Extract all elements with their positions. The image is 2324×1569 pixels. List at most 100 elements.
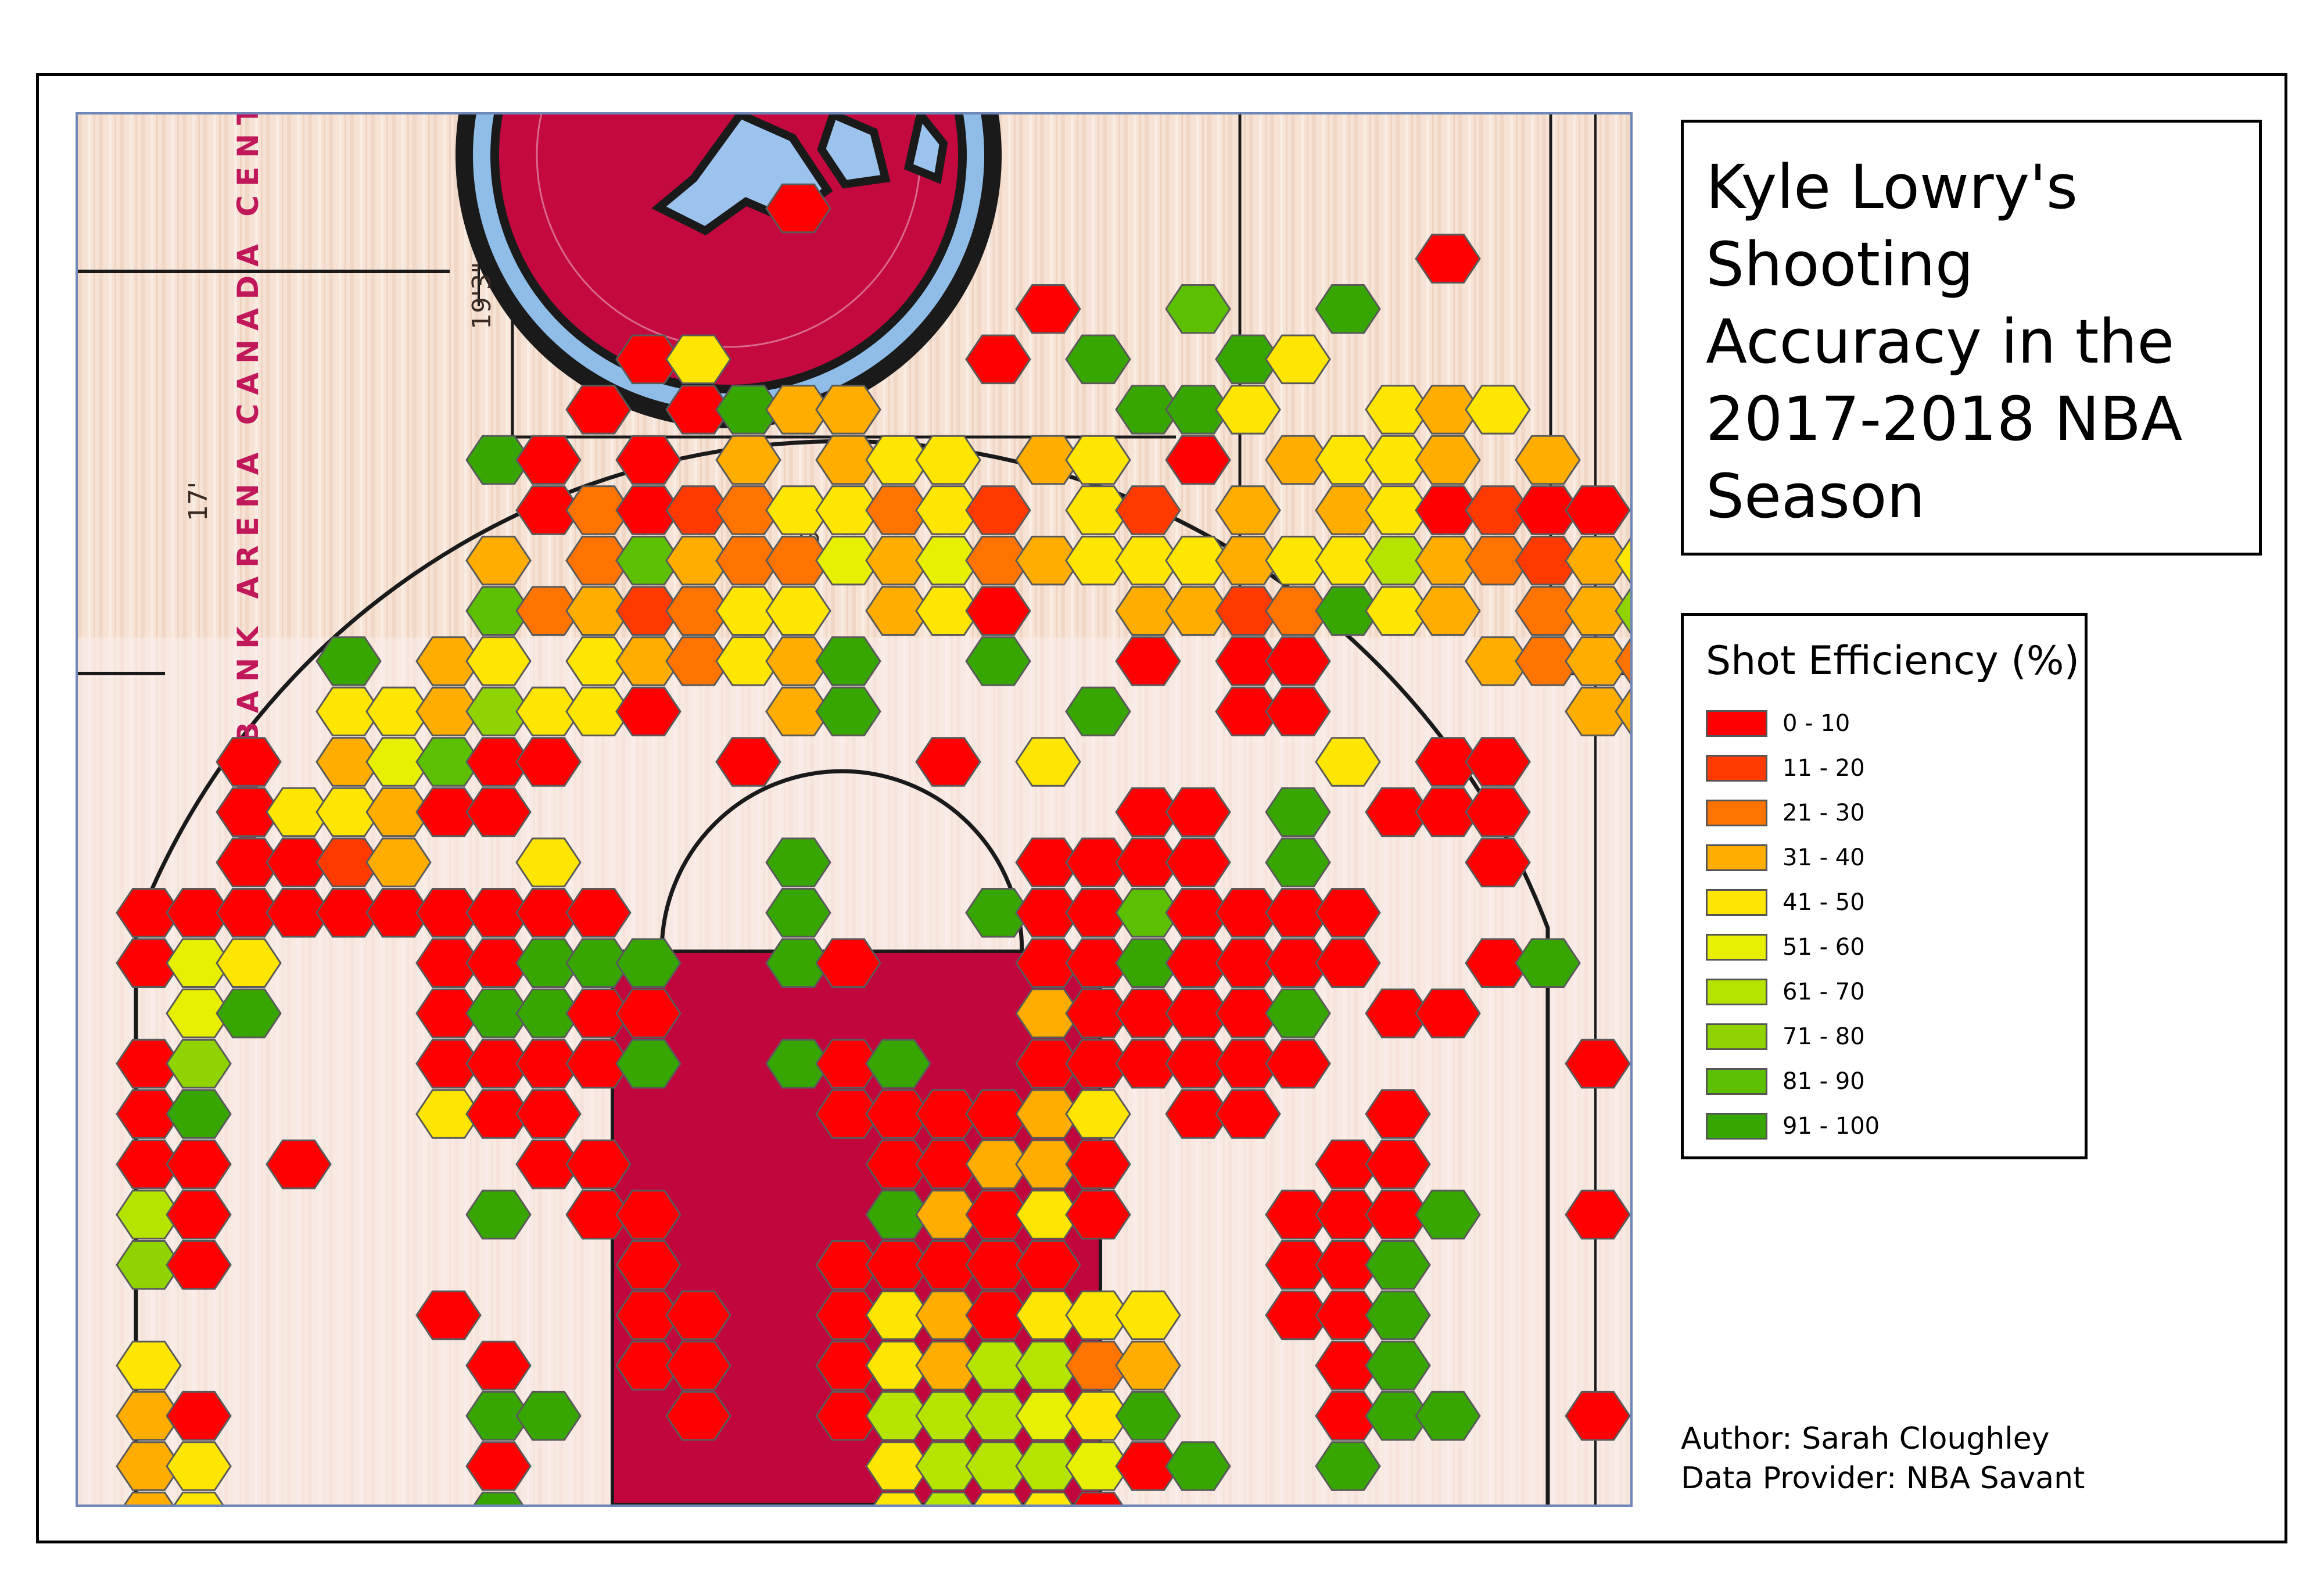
hex-bin: [815, 1341, 881, 1391]
hex-bin: [166, 1139, 232, 1190]
hex-bin: [815, 686, 881, 737]
hex-bin: [1465, 535, 1531, 586]
legend-swatch: [1706, 978, 1767, 1005]
hex-bin: [315, 888, 382, 938]
hex-bin: [315, 737, 382, 787]
hex-bin: [515, 938, 582, 988]
hex-bin: [965, 1391, 1031, 1441]
hex-bin: [865, 485, 931, 535]
hex-bin: [465, 1038, 532, 1089]
hex-bin: [473, 1491, 524, 1504]
hex-bin: [1365, 1391, 1431, 1441]
hex-bin: [915, 1139, 981, 1190]
hex-bin: [865, 1441, 931, 1491]
hex-bin: [1015, 1190, 1081, 1240]
hex-bin: [1315, 1290, 1381, 1341]
hex-bin: [1265, 334, 1331, 385]
hex-bin: [1165, 988, 1231, 1038]
hex-bin: [1465, 385, 1531, 435]
hex-bin: [1415, 1190, 1481, 1240]
legend-swatch: [1706, 1068, 1767, 1095]
legend-label: 71 - 80: [1783, 1023, 1865, 1050]
hex-bin: [1365, 385, 1431, 435]
hex-bin: [1365, 988, 1431, 1038]
hex-bin: [1015, 1290, 1081, 1341]
hex-bin: [315, 636, 382, 686]
hex-bin: [1315, 586, 1381, 636]
hex-bin: [865, 535, 931, 586]
hex-bin: [415, 787, 482, 837]
hex-bin: [1065, 938, 1131, 988]
hex-bin: [1265, 535, 1331, 586]
hex-bin: [1115, 1441, 1181, 1491]
hex-bin: [765, 535, 831, 586]
legend-label: 81 - 90: [1783, 1068, 1865, 1095]
hex-bin: [166, 1240, 232, 1290]
hex-bin: [1465, 636, 1531, 686]
legend-label: 61 - 70: [1783, 978, 1865, 1005]
hex-bin: [415, 737, 482, 787]
hex-bin: [1365, 485, 1431, 535]
hex-bin: [965, 586, 1031, 636]
hex-bin: [1015, 837, 1081, 887]
hex-bin: [915, 1190, 981, 1240]
hex-bin: [873, 1491, 924, 1504]
hex-bin: [216, 787, 282, 837]
hex-bin: [1115, 837, 1181, 887]
hex-bin: [715, 636, 781, 686]
hex-bin: [565, 535, 632, 586]
dimension-label-2: 17': [184, 482, 213, 521]
hex-bin: [1215, 385, 1281, 435]
hex-bin: [1165, 586, 1231, 636]
hex-bin: [1315, 888, 1381, 938]
hex-bin: [166, 1391, 232, 1441]
map-frame: [36, 73, 2287, 1543]
hex-bin: [615, 435, 682, 485]
hex-bin: [1365, 435, 1431, 485]
hex-bin: [565, 988, 632, 1038]
hex-bin: [1065, 1341, 1131, 1391]
hex-bin: [1165, 284, 1231, 334]
hex-bin-layer: [116, 183, 1630, 1504]
hex-bin: [116, 1441, 182, 1491]
hex-bin: [815, 385, 881, 435]
hex-bin: [1265, 435, 1331, 485]
hex-bin: [1415, 737, 1481, 787]
hex-bin: [1265, 1038, 1331, 1089]
legend-label: 0 - 10: [1783, 710, 1850, 737]
hex-bin: [1415, 385, 1481, 435]
hex-bin: [1215, 586, 1281, 636]
hex-bin: [973, 1491, 1024, 1504]
hex-bin: [1365, 535, 1431, 586]
hex-bin: [1315, 1139, 1381, 1190]
hex-bin: [1315, 485, 1381, 535]
hex-bin: [1315, 435, 1381, 485]
legend-label: 51 - 60: [1783, 933, 1865, 961]
hex-bin: [415, 686, 482, 737]
hex-bin: [615, 535, 682, 586]
hex-bin: [515, 988, 582, 1038]
hex-bin: [615, 1290, 682, 1341]
hex-bin: [166, 1089, 232, 1139]
hex-bin: [315, 787, 382, 837]
hex-bin: [715, 435, 781, 485]
hex-bin: [615, 1341, 682, 1391]
hex-bin: [515, 586, 582, 636]
hex-bin: [665, 485, 731, 535]
hex-bin: [1615, 688, 1630, 735]
hex-bin: [765, 586, 831, 636]
hex-bin: [123, 1491, 174, 1504]
hex-bin: [1115, 938, 1181, 988]
hex-bin: [915, 1089, 981, 1139]
hex-bin: [865, 435, 931, 485]
legend-title: Shot Efficiency (%): [1706, 638, 2079, 684]
hex-bin: [1315, 284, 1381, 334]
hex-bin: [116, 1341, 182, 1391]
hex-bin: [1565, 586, 1630, 636]
hex-bin: [1115, 787, 1181, 837]
hex-bin: [765, 385, 831, 435]
legend-swatch: [1706, 933, 1767, 961]
hex-bin: [166, 888, 232, 938]
hex-bin: [365, 737, 432, 787]
hex-bin: [1115, 385, 1181, 435]
